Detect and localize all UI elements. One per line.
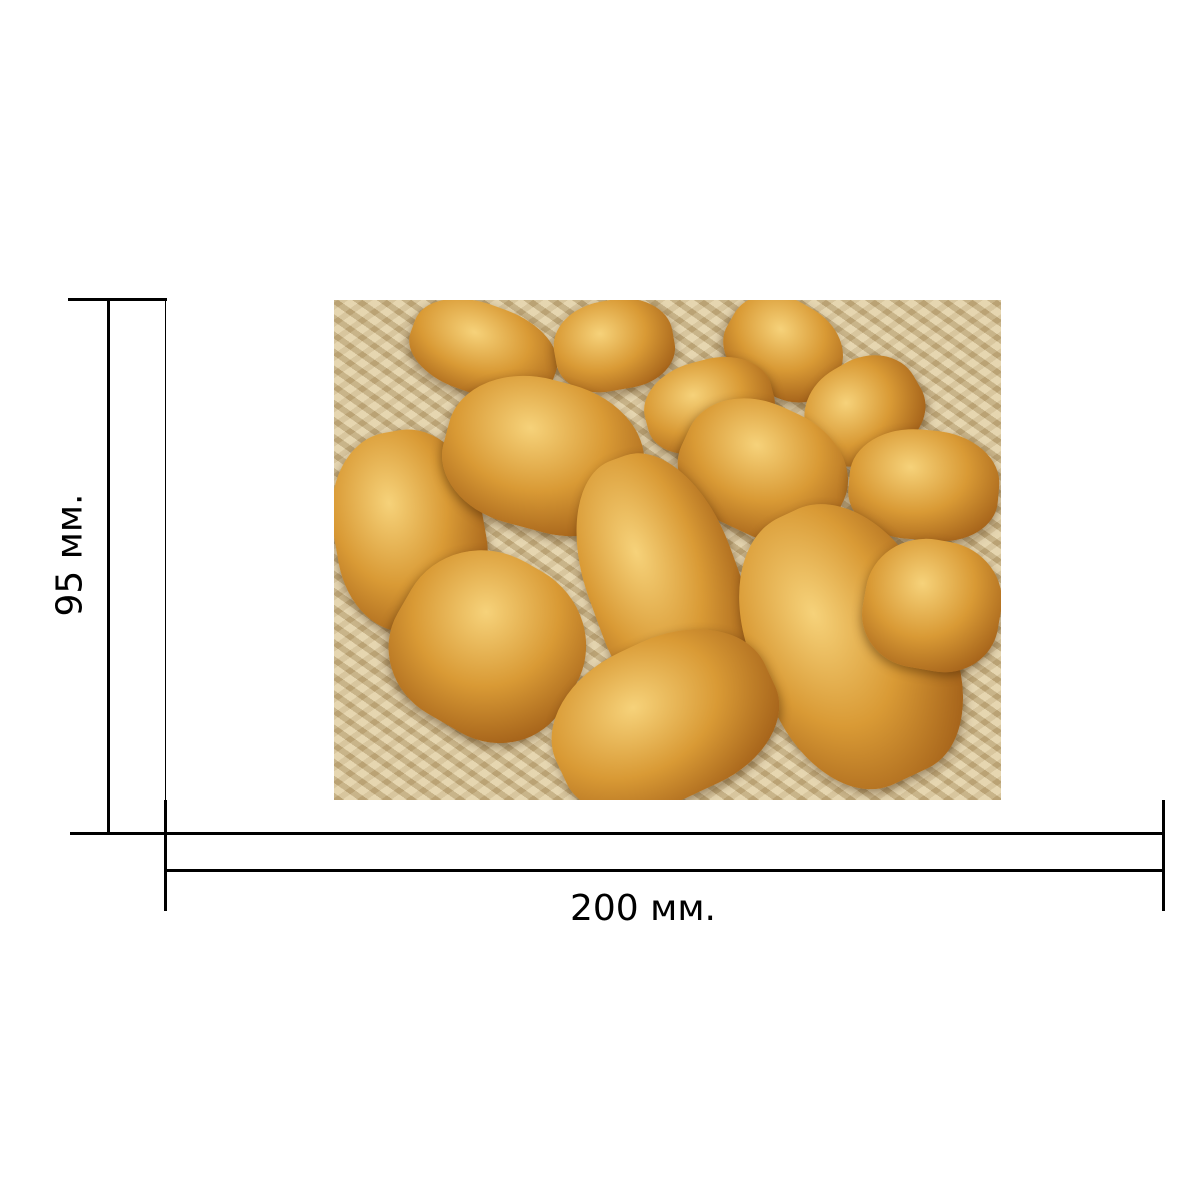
height-dimension-line <box>107 300 110 834</box>
photo-left-edge-line <box>165 300 166 834</box>
product-photo <box>334 300 1001 800</box>
width-label: 200 мм. <box>570 888 716 929</box>
height-label: 95 мм. <box>49 493 91 617</box>
width-right-tick <box>1162 800 1165 911</box>
width-left-tick <box>164 800 167 911</box>
width-dimension-line <box>165 869 1165 872</box>
baseline <box>70 832 1165 835</box>
height-top-tick <box>68 298 167 301</box>
